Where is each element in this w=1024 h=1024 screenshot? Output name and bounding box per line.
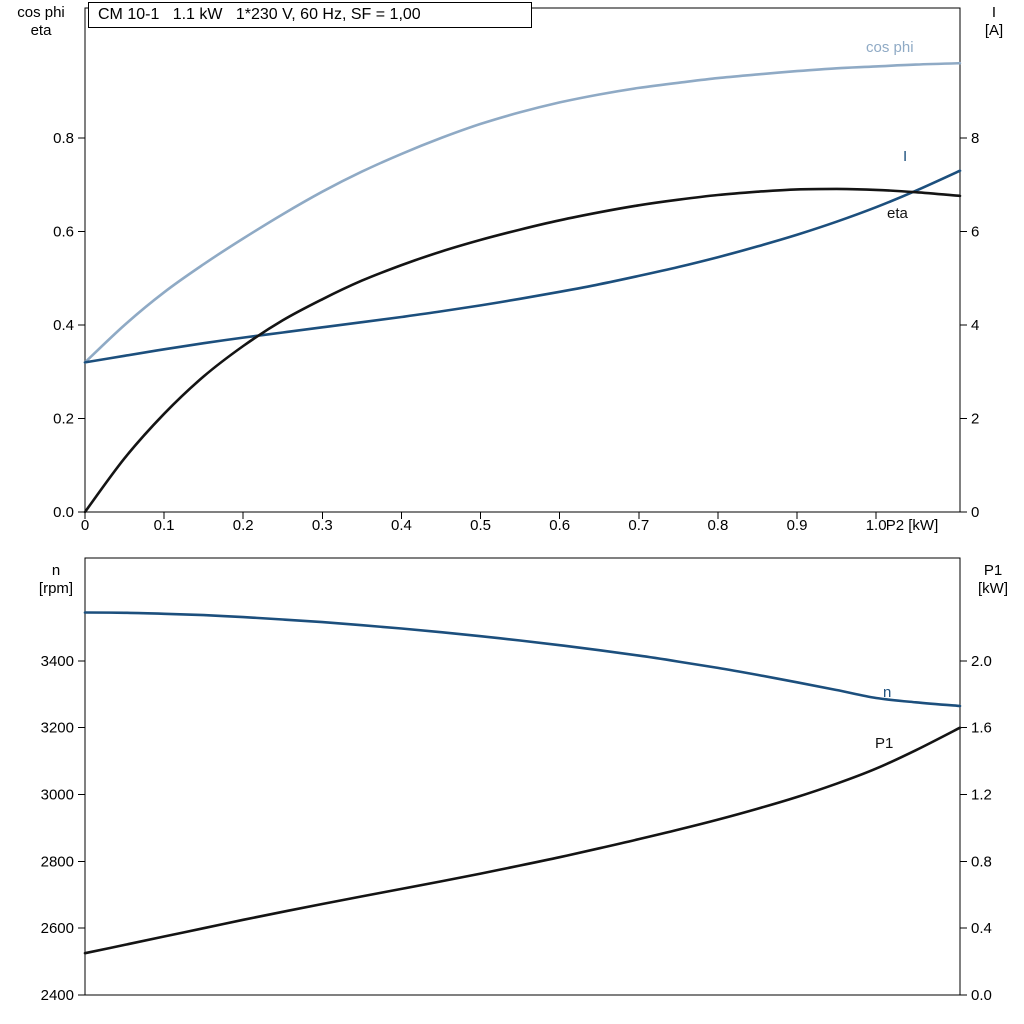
left-tick-label: 3000 (41, 787, 74, 804)
left-tick-label: 3200 (41, 720, 74, 737)
top-plot-right-axis-title: I [A] (966, 4, 1022, 40)
left-axis-title-cos-phi: cos phi (17, 4, 65, 21)
left-tick-label: 0.4 (53, 317, 74, 334)
right-tick-label: 0.8 (971, 853, 992, 870)
x-tick-label: 0.2 (233, 517, 254, 534)
left-tick-label: 2800 (41, 853, 74, 870)
x-tick-label: 0.8 (707, 517, 728, 534)
right-axis-title-p1-unit: [kW] (978, 580, 1008, 597)
right-tick-label: 1.2 (971, 787, 992, 804)
left-tick-label: 0.2 (53, 410, 74, 427)
right-tick-label: 0 (971, 504, 979, 521)
plot-border (84, 557, 961, 996)
left-tick-label: 0.6 (53, 223, 74, 240)
x-tick-label: 0.6 (549, 517, 570, 534)
x-axis-label: P2 [kW] (886, 517, 939, 534)
series-i-curve (83, 169, 962, 364)
series-label-n: n (883, 684, 891, 701)
right-axis-title-current-unit: [A] (984, 22, 1004, 39)
series-n-curve (83, 611, 962, 708)
right-tick-label: 4 (971, 317, 979, 334)
right-axis-title-current: I (991, 4, 997, 21)
bottom-plot-left-axis-title: n [rpm] (26, 562, 86, 598)
x-tick-label: 0 (81, 517, 89, 534)
left-axis-title-speed: n (51, 562, 61, 579)
left-tick-label: 3400 (41, 653, 74, 670)
x-tick-label: 0.1 (154, 517, 175, 534)
left-tick-label: 2600 (41, 920, 74, 937)
left-axis-title-eta: eta (30, 22, 52, 39)
series-label-i: I (903, 148, 907, 165)
plot-0: 0 0.1 0.2 0.3 0.4 0.5 0.6 0.7 0.8 0.9 1.0 P2 [kW] 0.… (53, 7, 979, 534)
x-tick-label: 0.3 (312, 517, 333, 534)
plot-border (84, 7, 961, 513)
left-tick-label: 2400 (41, 987, 74, 1004)
right-tick-label: 2.0 (971, 653, 992, 670)
right-tick-label: 0.0 (971, 987, 992, 1004)
series-label-eta: eta (887, 205, 909, 222)
top-plot-left-axis-title: cos phi eta (2, 4, 80, 40)
right-tick-label: 6 (971, 223, 979, 240)
series-cos-phi-curve (83, 61, 962, 364)
x-tick-label: 0.4 (391, 517, 412, 534)
right-tick-label: 1.6 (971, 720, 992, 737)
x-tick-label: 1.0 (866, 517, 887, 534)
chart-title: CM 10-1 1.1 kW 1*230 V, 60 Hz, SF = 1,00 (88, 2, 532, 28)
series-label-p1: P1 (875, 735, 893, 752)
series-label-cos-phi: cos phi (866, 39, 914, 56)
right-axis-title-p1: P1 (983, 562, 1003, 579)
x-tick-label: 0.7 (628, 517, 649, 534)
x-tick-label: 0.9 (787, 517, 808, 534)
bottom-plot-right-axis-title: P1 [kW] (964, 562, 1022, 598)
right-tick-label: 2 (971, 410, 979, 427)
series-p1-curve (83, 726, 962, 955)
left-tick-label: 0.8 (53, 130, 74, 147)
plot-1: 2400 2600 2800 3000 3200 3400 0.0 0.4 0.8 1.2 1.6 2… (41, 557, 992, 1004)
right-tick-label: 8 (971, 130, 979, 147)
x-tick-label: 0.5 (470, 517, 491, 534)
left-axis-title-speed-unit: [rpm] (38, 580, 74, 597)
right-tick-label: 0.4 (971, 920, 992, 937)
series-eta-curve (83, 187, 962, 514)
left-tick-label: 0.0 (53, 504, 74, 521)
